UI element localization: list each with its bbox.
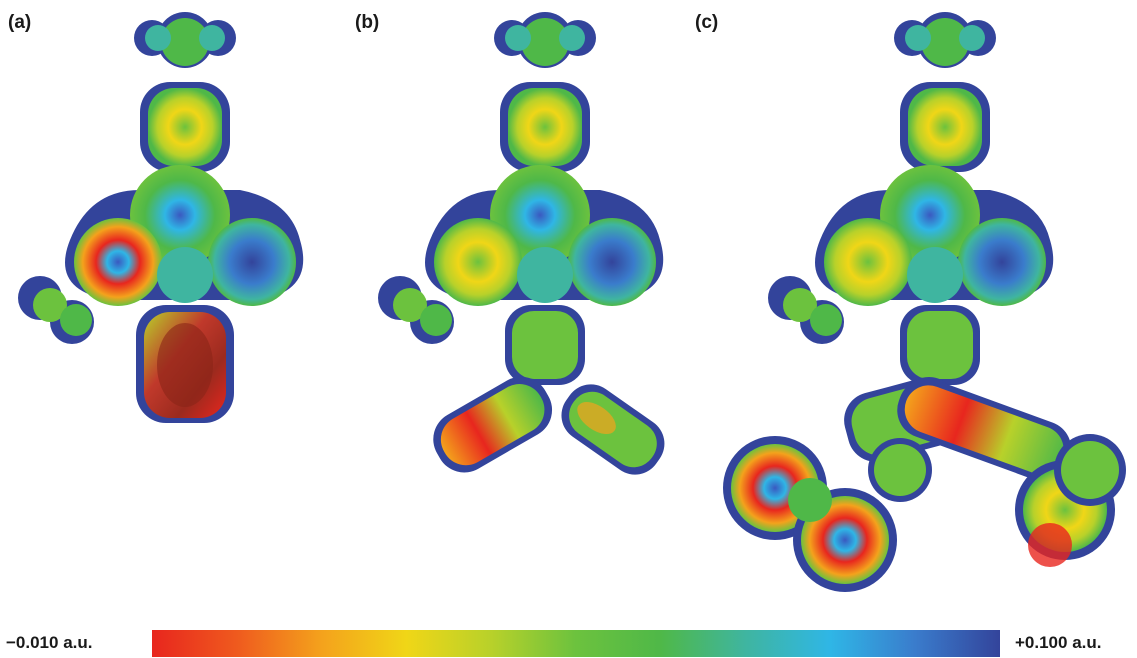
esp-molecule-maps [18, 12, 1126, 592]
colorbar-min-label: −0.010 a.u. [6, 633, 93, 652]
tbutyl-top-c [894, 12, 996, 68]
colorbar-max-label: +0.100 a.u. [1015, 633, 1102, 652]
tbutyl-top-b [494, 12, 596, 68]
panel-label-c: (c) [695, 12, 719, 33]
panel-label-b: (b) [355, 12, 380, 33]
molecule-b [378, 12, 665, 475]
molecule-c [723, 12, 1126, 592]
molecule-a [18, 12, 304, 423]
colorbar [152, 630, 1000, 657]
tbutyl-top-a [134, 12, 236, 68]
panel-label-a: (a) [8, 12, 32, 33]
